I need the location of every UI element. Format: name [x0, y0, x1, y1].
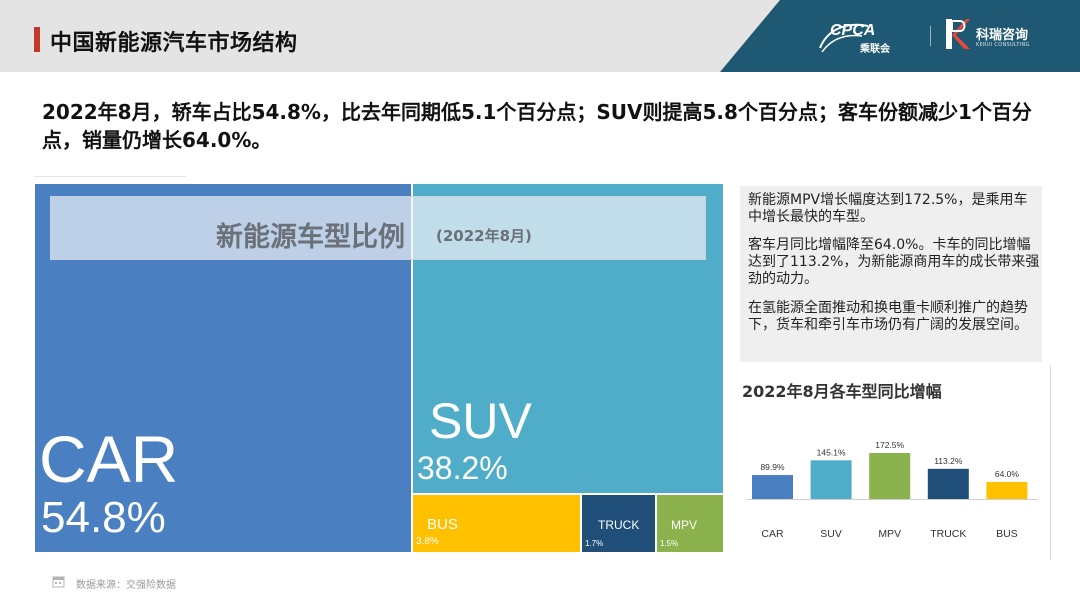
bar-chart-title: 2022年8月各车型同比增幅: [742, 382, 942, 401]
data-source-note: 数据来源：交强险数据: [76, 580, 176, 591]
side-divider: [1050, 365, 1051, 560]
bar-category-label-mpv: MPV: [878, 528, 901, 540]
treemap-subtitle: (2022年8月): [436, 227, 532, 245]
bar-bus: [986, 481, 1028, 499]
logo-separator: [930, 26, 931, 46]
kerui-logo-subtext: KERUI CONSULTING: [976, 42, 1030, 48]
growth-bar-chart: 89.9% CAR 145.1% SUV 172.5% MPV 113.2% TRUCK 64.…: [746, 440, 1038, 540]
treemap-value-bus: 3.8%: [416, 536, 439, 547]
bar-suv: [810, 460, 852, 499]
treemap-tile-bus: BUS 3.8%: [412, 494, 581, 553]
commentary-panel: [740, 186, 1042, 362]
bar-value-label-car: 89.9%: [760, 462, 785, 472]
bar-value-label-truck: 113.2%: [934, 456, 963, 466]
treemap-label-suv: SUV: [429, 393, 532, 449]
treemap-value-mpv: 1.5%: [660, 539, 679, 548]
title-accent-bar: [34, 27, 40, 52]
page-title: 中国新能源汽车市场结构: [50, 31, 298, 56]
bar-category-label-truck: TRUCK: [930, 528, 966, 540]
bar-value-label-bus: 64.0%: [995, 469, 1020, 479]
treemap-value-car: 54.8%: [41, 493, 166, 542]
treemap-value-truck: 1.7%: [585, 539, 604, 548]
bar-category-label-car: CAR: [761, 528, 784, 540]
kerui-logo-text: 科瑞咨询: [976, 28, 1029, 43]
treemap-tile-mpv: MPV 1.5%: [656, 494, 724, 553]
divider-line: [34, 176, 186, 177]
bar-category-label-suv: SUV: [820, 528, 842, 540]
commentary-paragraph-hydrogen: 在氢能源全面推动和换电重卡顺利推广的趋势下，货车和牵引车市场仍有广阔的发展空间。: [748, 300, 1028, 333]
treemap-label-car: CAR: [39, 422, 179, 496]
headline-text: 2022年8月，轿车占比54.8%，比去年同期低5.1个百分点；SUV则提高5.…: [42, 100, 1032, 152]
treemap-label-bus: BUS: [427, 516, 458, 533]
bar-mpv: [869, 453, 911, 499]
treemap-value-suv: 38.2%: [417, 450, 508, 486]
treemap-tile-truck: TRUCK 1.7%: [581, 494, 656, 553]
source-icon: [52, 576, 65, 588]
bar-truck: [927, 468, 969, 499]
treemap-label-mpv: MPV: [671, 518, 698, 532]
treemap-label-truck: TRUCK: [598, 518, 640, 532]
kerui-logo-icon: [946, 19, 970, 49]
bar-value-label-mpv: 172.5%: [875, 440, 904, 450]
commentary-paragraph-commercial: 客车月同比增幅降至64.0%。卡车的同比增幅达到了113.2%，为新能源商用车的…: [748, 237, 1040, 287]
cpca-logo-subtext: 乘联会: [860, 44, 890, 55]
cpca-logo-text: CPCA: [830, 22, 876, 39]
bar-category-label-bus: BUS: [996, 528, 1018, 540]
cpca-logo-icon: [819, 23, 869, 53]
commentary-paragraph-mpv: 新能源MPV增长幅度达到172.5%，是乘用车中增长最快的车型。: [748, 192, 1028, 225]
bar-car: [752, 475, 793, 499]
header-logo-band: [720, 0, 1080, 72]
treemap-title-panel: [50, 196, 706, 260]
treemap-title: 新能源车型比例: [216, 222, 405, 253]
bar-value-label-suv: 145.1%: [817, 447, 846, 457]
